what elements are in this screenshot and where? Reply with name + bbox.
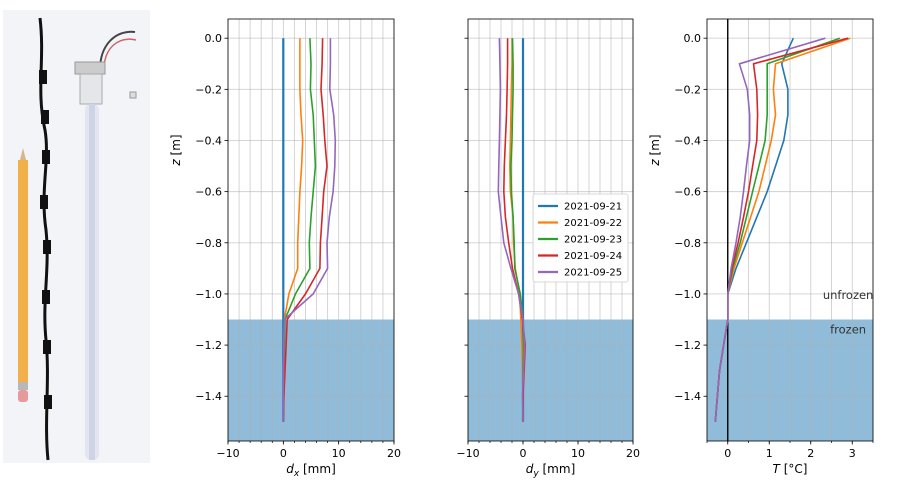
y-tick-label: 0.0 xyxy=(205,32,223,45)
x-axis-label: T [°C] xyxy=(773,462,808,476)
series-line-2021-09-24 xyxy=(282,38,328,422)
charts: 0.0−0.2−0.4−0.6−0.8−1.0−1.2−1.4−10 0 10 20d… xyxy=(169,18,874,479)
x-tick-label: 0 xyxy=(724,447,731,460)
frozen-zone xyxy=(228,319,394,441)
y-tick-label: −0.6 xyxy=(195,186,222,199)
legend-entry: 2021-09-25 xyxy=(564,268,622,279)
y-axis-label: z [m] xyxy=(648,134,662,166)
axes-frame xyxy=(706,18,874,442)
legend-entry: 2021-09-23 xyxy=(564,235,622,246)
y-tick-label: −0.4 xyxy=(195,134,222,147)
y-tick-label: −0.8 xyxy=(195,237,222,250)
legend: 2021-09-21 2021-09-22 2021-09-23 2021-09-24… xyxy=(532,193,629,283)
x-tick-label: −10 xyxy=(456,447,479,460)
y-tick-label: −1.2 xyxy=(674,339,701,352)
dx-profile: 0.0 −0.2 −0.4 −0.6 −0.8 −1.0 −1.2 −1.4 −10 0 10 20 d… xyxy=(169,18,401,479)
legend-entry: 2021-09-24 xyxy=(564,251,622,262)
axes-frame xyxy=(227,18,395,442)
x-tick-label: 0 xyxy=(280,447,287,460)
series-line-2021-09-25 xyxy=(497,38,526,422)
legend-entry: 2021-09-22 xyxy=(564,218,622,229)
y-tick-label: −1.0 xyxy=(674,288,701,301)
x-tick-label: 3 xyxy=(849,447,856,460)
x-axis-label: dy [mm] xyxy=(526,462,576,479)
temperature-profile: 0.0 −0.2 −0.4 −0.6 −0.8 −1.0 −1.2 −1.4 0 1 2 3 T [°C… xyxy=(648,18,874,476)
x-tick-label: 1 xyxy=(766,447,773,460)
x-tick-label: 20 xyxy=(387,447,401,460)
y-tick-label: −0.2 xyxy=(195,83,222,96)
sensor-nodes xyxy=(39,70,52,409)
y-tick-label: −1.0 xyxy=(195,288,222,301)
annotation-unfrozen: unfrozen xyxy=(823,288,874,302)
y-tick-label: −1.4 xyxy=(195,390,222,403)
y-tick-label: 0.0 xyxy=(684,32,702,45)
legend-box xyxy=(532,193,629,283)
annotation-frozen: frozen xyxy=(830,323,866,337)
sensor-photo xyxy=(3,10,150,463)
x-axis-label: dx [mm] xyxy=(286,462,336,479)
sensor-tube xyxy=(74,30,137,460)
y-tick-label: −0.4 xyxy=(674,134,701,147)
x-tick-label: 0 xyxy=(520,447,527,460)
pencil-icon xyxy=(18,148,28,402)
x-tick-label: 20 xyxy=(626,447,640,460)
y-axis-label: z [m] xyxy=(169,134,183,166)
x-tick-label: 10 xyxy=(332,447,346,460)
y-tick-label: −0.8 xyxy=(674,237,701,250)
x-tick-label: 2 xyxy=(807,447,814,460)
y-tick-label: −0.6 xyxy=(674,186,701,199)
sensor-chain-cable xyxy=(38,17,50,461)
legend-entry: 2021-09-21 xyxy=(564,202,622,213)
x-tick-label: 10 xyxy=(571,447,585,460)
series-line-2021-09-25 xyxy=(282,38,337,422)
y-tick-label: −1.4 xyxy=(674,390,701,403)
axes-frame xyxy=(467,18,634,442)
series-line-2021-09-25 xyxy=(714,37,826,422)
y-tick-label: −0.2 xyxy=(674,83,701,96)
frozen-zone xyxy=(468,319,633,441)
x-tick-label: −10 xyxy=(216,447,239,460)
y-tick-label: −1.2 xyxy=(195,339,222,352)
